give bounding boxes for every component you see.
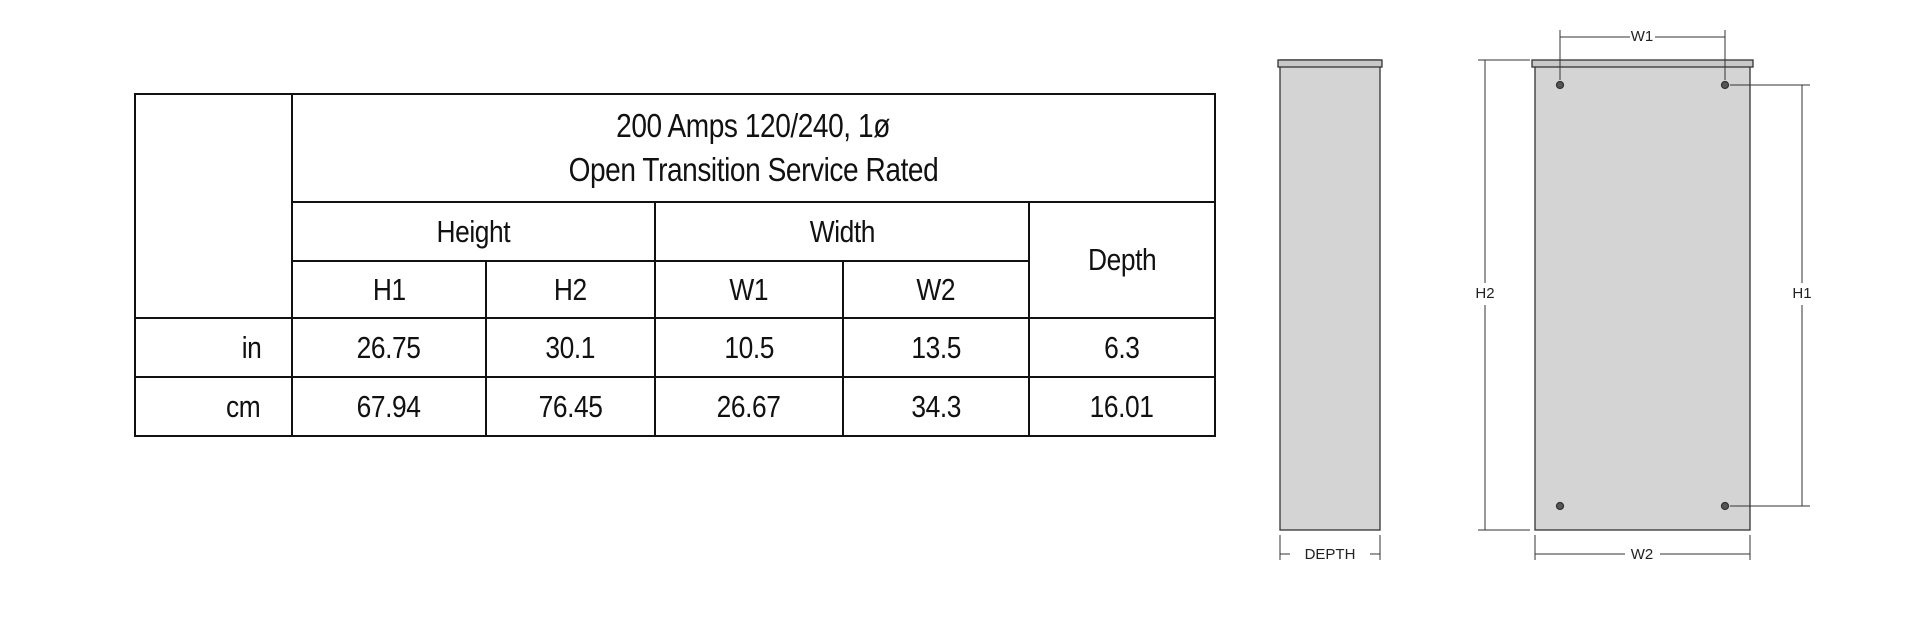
value-text: 16.01	[1090, 388, 1154, 424]
value-cell: 26.67	[654, 376, 844, 437]
unit-text: in	[241, 329, 262, 365]
dim-label: H2	[1475, 285, 1494, 302]
dim-label: W2	[1631, 546, 1654, 563]
unit-cell: cm	[134, 376, 293, 437]
unit-cell: in	[134, 317, 293, 378]
value-text: 26.67	[717, 388, 781, 424]
title-line: Open Transition Service Rated	[568, 151, 939, 188]
dim-label: DEPTH	[1305, 546, 1356, 563]
value-text: 6.3	[1104, 329, 1140, 365]
value-text: 26.75	[357, 329, 421, 365]
subheader-text: H1	[372, 271, 406, 307]
dimension-table: 200 Amps 120/240, 1ø Open Transition Serv…	[134, 93, 1216, 437]
screws	[1555, 80, 1730, 511]
side-cap	[1277, 59, 1383, 68]
front-view	[1534, 65, 1751, 531]
value-cell: 30.1	[485, 317, 656, 378]
value-text: 30.1	[545, 329, 596, 365]
data-row: in 26.75 30.1 10.5 13.5 6.3	[134, 317, 1216, 378]
subheader-cell: H2	[485, 260, 656, 319]
value-text: 13.5	[911, 329, 961, 365]
group-header: Depth	[1028, 201, 1216, 319]
value-text: 10.5	[724, 329, 774, 365]
subheader-cell: H1	[291, 260, 487, 319]
value-text: 67.94	[357, 388, 421, 424]
group-header: Width	[654, 201, 1030, 262]
value-cell: 26.75	[291, 317, 487, 378]
title-line: 200 Amps 120/240, 1ø	[616, 107, 891, 144]
side-view	[1279, 59, 1381, 531]
subheader-cell: W1	[654, 260, 844, 319]
front-cap	[1531, 59, 1754, 68]
subheader-row: H1 H2 W1 W2	[135, 260, 1215, 319]
group-header: Height	[291, 201, 656, 262]
value-text: 76.45	[538, 388, 603, 424]
value-cell: 13.5	[842, 317, 1030, 378]
value-cell: 10.5	[654, 317, 844, 378]
dim-label: W1	[1631, 28, 1654, 45]
value-cell: 16.01	[1028, 376, 1216, 437]
subheader-cell: W2	[842, 260, 1030, 319]
subheader-text: W2	[916, 271, 956, 307]
subheader-text: W1	[729, 271, 769, 307]
unit-text: cm	[225, 388, 261, 424]
value-cell: 76.45	[485, 376, 656, 437]
value-text: 34.3	[911, 388, 961, 424]
dim-label: H1	[1792, 285, 1811, 302]
value-cell: 67.94	[291, 376, 487, 437]
group-text: Height	[436, 213, 511, 249]
group-text: Depth	[1087, 242, 1157, 277]
value-cell: 34.3	[842, 376, 1030, 437]
group-text: Width	[809, 213, 875, 249]
data-row: cm 67.94 76.45 26.67 34.3 16.01	[134, 376, 1216, 437]
dimension-lines	[1279, 30, 1810, 560]
corner-cell	[134, 93, 293, 319]
subheader-text: H2	[554, 271, 587, 307]
title-cell: 200 Amps 120/240, 1ø Open Transition Serv…	[291, 93, 1216, 203]
value-cell: 6.3	[1028, 317, 1216, 378]
